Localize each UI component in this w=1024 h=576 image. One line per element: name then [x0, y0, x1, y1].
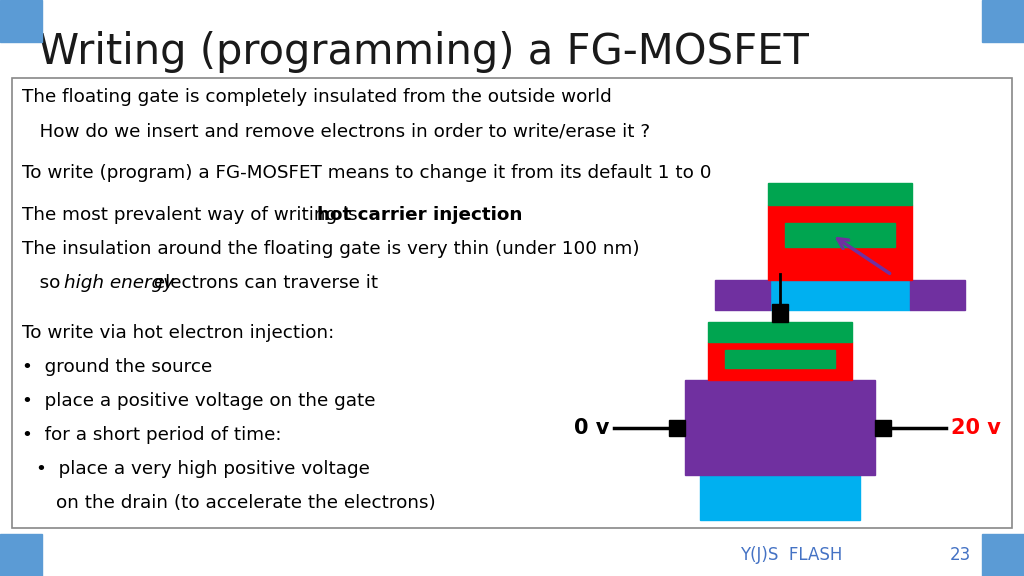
- Text: 23: 23: [950, 546, 971, 564]
- Bar: [0, 534, 42, 576]
- Bar: [910, 280, 965, 310]
- Text: 0 v: 0 v: [573, 418, 609, 438]
- Text: •  place a very high positive voltage: • place a very high positive voltage: [36, 460, 370, 478]
- Text: so: so: [22, 274, 67, 292]
- Bar: [0, 0, 42, 42]
- Text: Y(J)S  FLASH: Y(J)S FLASH: [740, 546, 843, 564]
- Bar: [715, 280, 770, 310]
- Text: How do we insert and remove electrons in order to write/erase it ?: How do we insert and remove electrons in…: [22, 122, 650, 140]
- Text: •  place a positive voltage on the gate: • place a positive voltage on the gate: [22, 392, 376, 410]
- Bar: [708, 342, 852, 380]
- Text: •  for a short period of time:: • for a short period of time:: [22, 426, 282, 444]
- Bar: [685, 380, 874, 475]
- Text: Writing (programming) a FG-MOSFET: Writing (programming) a FG-MOSFET: [38, 31, 809, 73]
- Bar: [874, 419, 891, 435]
- Bar: [725, 350, 835, 368]
- Text: hot carrier injection: hot carrier injection: [317, 206, 522, 224]
- Text: The most prevalent way of writing is: The most prevalent way of writing is: [22, 206, 364, 224]
- Bar: [770, 280, 910, 310]
- Bar: [768, 183, 912, 205]
- Bar: [12, 78, 1012, 528]
- Text: To write (program) a FG-MOSFET means to change it from its default 1 to 0: To write (program) a FG-MOSFET means to …: [22, 164, 712, 182]
- Bar: [982, 534, 1024, 576]
- Text: electrons can traverse it: electrons can traverse it: [148, 274, 378, 292]
- Bar: [708, 322, 852, 342]
- Text: on the drain (to accelerate the electrons): on the drain (to accelerate the electron…: [56, 494, 436, 512]
- Text: high energy: high energy: [63, 274, 174, 292]
- Text: To write via hot electron injection:: To write via hot electron injection:: [22, 324, 334, 342]
- Bar: [772, 304, 788, 322]
- Text: The insulation around the floating gate is very thin (under 100 nm): The insulation around the floating gate …: [22, 240, 640, 258]
- Bar: [669, 419, 685, 435]
- Bar: [982, 0, 1024, 42]
- Text: 20 v: 20 v: [951, 418, 1000, 438]
- Bar: [768, 205, 912, 280]
- Text: The floating gate is completely insulated from the outside world: The floating gate is completely insulate…: [22, 88, 611, 106]
- Text: 2 v: 2 v: [788, 252, 823, 272]
- Bar: [785, 223, 895, 247]
- Bar: [700, 475, 860, 520]
- Text: •  ground the source: • ground the source: [22, 358, 212, 376]
